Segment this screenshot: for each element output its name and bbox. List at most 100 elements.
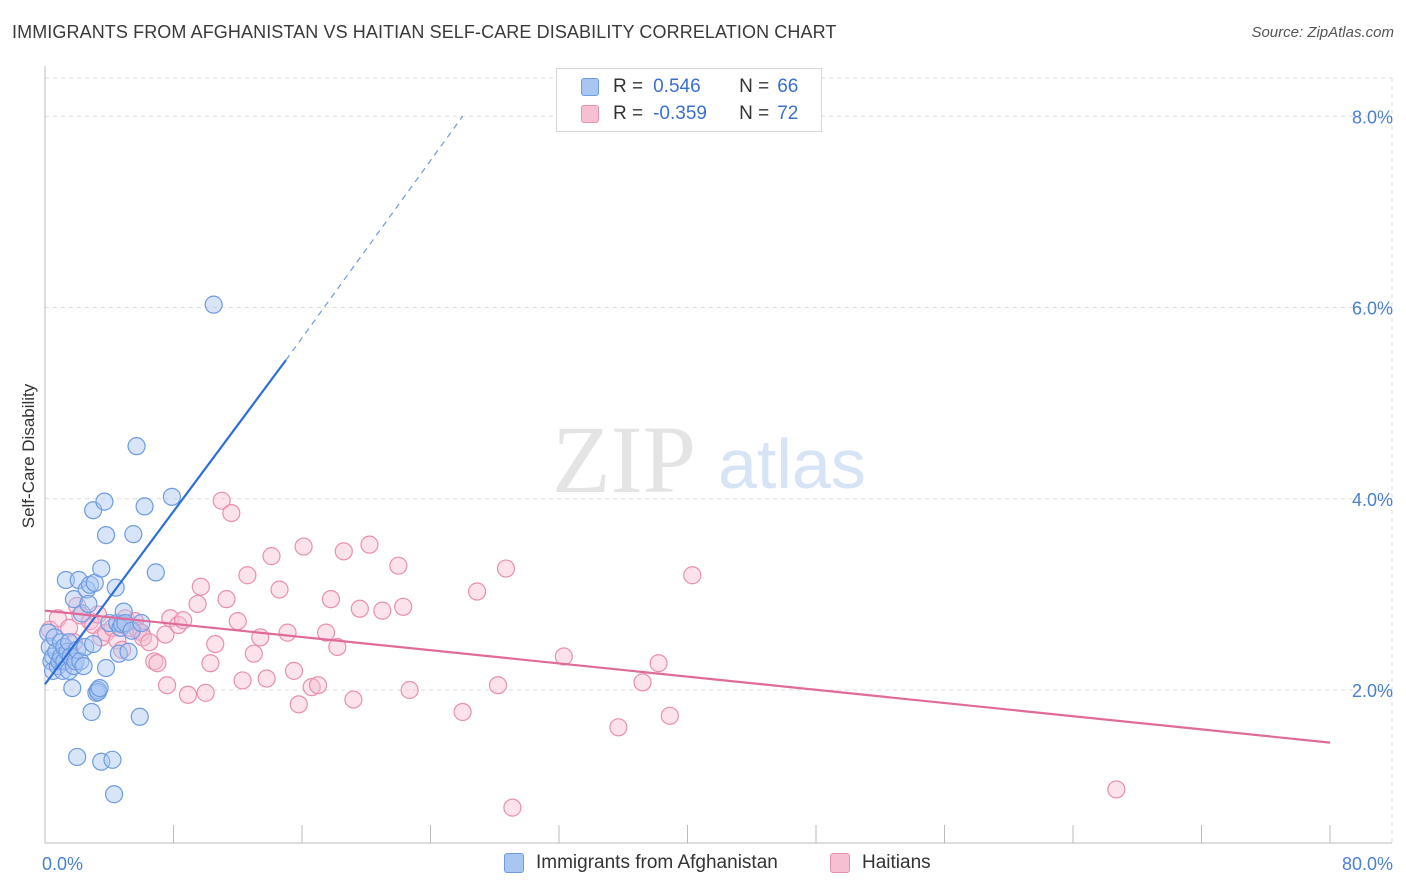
trend-lines [44,115,1331,744]
afghanistan-point [204,295,223,314]
afghanistan-point [92,752,111,771]
n-value: 66 [777,76,799,97]
watermark-zip: ZIP [552,406,696,513]
haitians-trend-line [44,609,1331,744]
haitians-point [344,690,363,709]
afghanistan-point [103,750,122,769]
watermark-atlas: atlas [718,425,866,503]
haitians-point [389,556,408,575]
correlation-legend: R = 0.546 N = 66 R = -0.359 N = 72 [556,68,822,132]
haitians-point [328,637,347,657]
haitians-point [59,618,79,637]
haitians-point [350,599,369,618]
n-label: N = [739,103,770,124]
haitians-point [206,634,225,654]
haitians-point [316,623,336,642]
haitians-point [270,580,289,599]
haitians-point [157,676,177,695]
haitians-point [394,597,413,616]
afghanistan-point [95,492,114,511]
haitians-point [360,535,379,554]
haitians-point [660,706,679,725]
n-value: 72 [777,103,799,124]
y-tick-label: 4.0% [1352,490,1393,510]
r-label: R = [613,76,644,97]
haitians-point [233,671,252,690]
haitians-point [496,559,516,578]
haitians-point [278,623,297,642]
haitians-point [191,577,210,596]
afghanistan-point [84,634,103,654]
haitians-point [609,718,628,737]
x-tick-label: 0.0% [42,854,83,874]
haitians-point [308,676,328,695]
r-label: R = [613,103,644,124]
afghanistan-point [127,437,146,456]
haitians-point [683,566,702,585]
afghanistan-point [96,658,116,678]
haitians-point [321,590,341,609]
afghanistan-point [92,559,111,578]
y-tick-labels: 2.0% 4.0% 6.0% 8.0% [1352,107,1393,701]
haitians-point [178,685,198,704]
afghanistan-point [63,678,82,698]
y-tick-label: 8.0% [1352,107,1393,127]
afghanistan-point [146,563,165,582]
legend-row-haitians: R = -0.359 N = 72 [581,102,798,126]
axes [44,66,1392,844]
haitians-point [453,702,472,722]
haitians-point [554,647,573,666]
haitians-point [302,678,321,697]
haitians-point [488,676,508,695]
afghanistan-point [90,678,109,698]
legend-item-haitians[interactable]: Haitians [830,852,931,874]
chart-title: IMMIGRANTS FROM AFGHANISTAN VS HAITIAN S… [12,22,837,42]
afghanistan-trend-extension [285,115,464,361]
afghanistan-point [104,785,124,804]
haitians-point [244,644,263,663]
haitians-point [334,542,353,561]
haitians-point [222,503,241,523]
watermark: ZIP atlas [552,406,866,513]
legend-label: Haitians [862,852,931,873]
haitians-point [201,654,220,673]
afghanistan-trend-line [44,359,287,685]
y-tick-label: 6.0% [1352,299,1393,319]
haitians-point [503,798,522,817]
afghanistan-point [64,590,84,609]
haitians-point [212,491,231,510]
afghanistan-point [74,656,93,676]
legend-item-afghanistan[interactable]: Immigrants from Afghanistan [504,852,778,874]
afghanistan-point [119,642,138,661]
haitians-point [196,683,215,702]
blue-swatch [581,78,599,96]
afghanistan-point [82,702,101,722]
haitians-point [217,590,236,609]
y-tick-label: 2.0% [1352,681,1393,701]
haitians-point [633,673,652,692]
afghanistan-point [56,570,75,590]
afghanistan-point [122,621,141,640]
n-label: N = [739,76,770,97]
x-tick-labels: 0.0% 80.0% [42,854,1393,874]
haitians-point [400,680,419,700]
haitians-point [238,566,257,585]
afghanistan-point [96,525,116,545]
legend-label: Immigrants from Afghanistan [536,852,778,873]
haitians-point [467,582,487,601]
haitians-point [262,547,281,566]
haitians-points [40,491,1126,817]
y-axis-label: Self-Care Disability [19,383,38,528]
haitians-point [140,633,159,652]
afghanistan-point [162,487,181,506]
legend-row-afghanistan: R = 0.546 N = 66 [581,75,798,99]
afghanistan-points [39,295,223,804]
haitians-point [188,594,207,614]
haitians-point [257,669,276,688]
afghanistan-point [132,613,151,633]
haitians-point [145,652,164,671]
haitians-point [373,601,392,620]
haitians-point [148,654,167,673]
afghanistan-point [79,594,98,614]
